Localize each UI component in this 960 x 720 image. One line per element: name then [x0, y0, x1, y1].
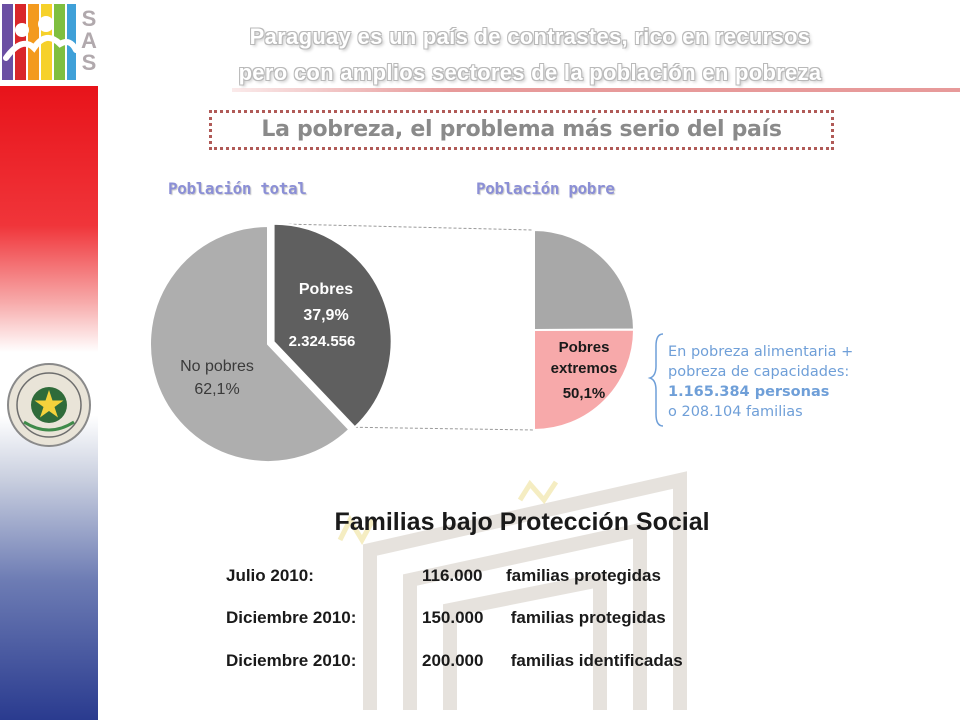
- familias-row-count: 116.000: [422, 566, 483, 585]
- familias-row-count: 150.000: [422, 608, 484, 627]
- header-title-line-1: Paraguay es un país de contrastes, rico …: [249, 24, 811, 49]
- familias-row-date: Diciembre 2010:: [226, 608, 357, 627]
- note-line-2: pobreza de capacidades:: [668, 364, 850, 380]
- familias-row-count: 200.000: [422, 651, 484, 670]
- subtitle-text: La pobreza, el problema más serio del pa…: [261, 117, 782, 142]
- connector-line-bottom: [354, 426, 535, 431]
- pie-slice-no-extremos: [533, 228, 636, 332]
- pie-label-no-pobres: No pobres: [180, 358, 254, 375]
- pie-label-extremos-line-2: extremos: [551, 360, 618, 377]
- pie-value-pobres: 37,9%: [303, 307, 348, 324]
- familias-title: Familias bajo Protección Social: [334, 508, 710, 536]
- familias-row: Diciembre 2010: 150.000 familias protegid…: [226, 608, 666, 628]
- familias-row-desc: familias identificadas: [506, 651, 683, 670]
- brace-icon: [647, 333, 664, 427]
- logo-letters: S A S: [78, 8, 100, 74]
- connector-line-top: [273, 223, 535, 231]
- pie-slice-pobres-extremos: [533, 328, 636, 432]
- subtitle-box: La pobreza, el problema más serio del pa…: [209, 110, 834, 150]
- pie-slice-pobres: [272, 222, 393, 429]
- pie-count-pobres: 2.324.556: [289, 333, 356, 350]
- bracket-note: En pobreza alimentaria + pobreza de capa…: [668, 342, 948, 422]
- familias-row-date: Julio 2010:: [226, 566, 314, 585]
- familias-row: Diciembre 2010: 200.000 familias identifi…: [226, 651, 683, 671]
- pie-slice-no-pobres: [149, 224, 351, 463]
- sas-logo-icon: [2, 4, 79, 80]
- note-line-1: En pobreza alimentaria +: [668, 344, 854, 360]
- familias-row-desc: familias protegidas: [506, 566, 661, 585]
- familias-row-date: Diciembre 2010:: [226, 651, 357, 670]
- logo-letter: S: [81, 50, 97, 75]
- note-line-3: 1.165.384 personas: [668, 384, 830, 400]
- pie-label-extremos-line-1: Pobres: [559, 339, 610, 356]
- logo-letter: S: [81, 6, 97, 31]
- familias-row: Julio 2010: 116.000 familias protegidas: [226, 566, 661, 586]
- pie-title-poblacion-pobre: Población pobre: [476, 179, 615, 198]
- header-title-line-2: pero con amplios sectores de la població…: [238, 60, 822, 85]
- note-line-4: o 208.104 familias: [668, 404, 803, 420]
- familias-row-desc: familias protegidas: [506, 608, 666, 627]
- pie-value-extremos: 50,1%: [563, 385, 606, 402]
- house-watermark-icon: [337, 471, 687, 710]
- paraguay-seal-icon: [7, 363, 91, 447]
- pie-title-poblacion-total: Población total: [168, 179, 307, 198]
- header-underline: [232, 88, 960, 92]
- logo-letter: A: [81, 28, 97, 53]
- pie-value-no-pobres: 62,1%: [194, 381, 239, 398]
- pie-label-pobres: Pobres: [299, 281, 353, 298]
